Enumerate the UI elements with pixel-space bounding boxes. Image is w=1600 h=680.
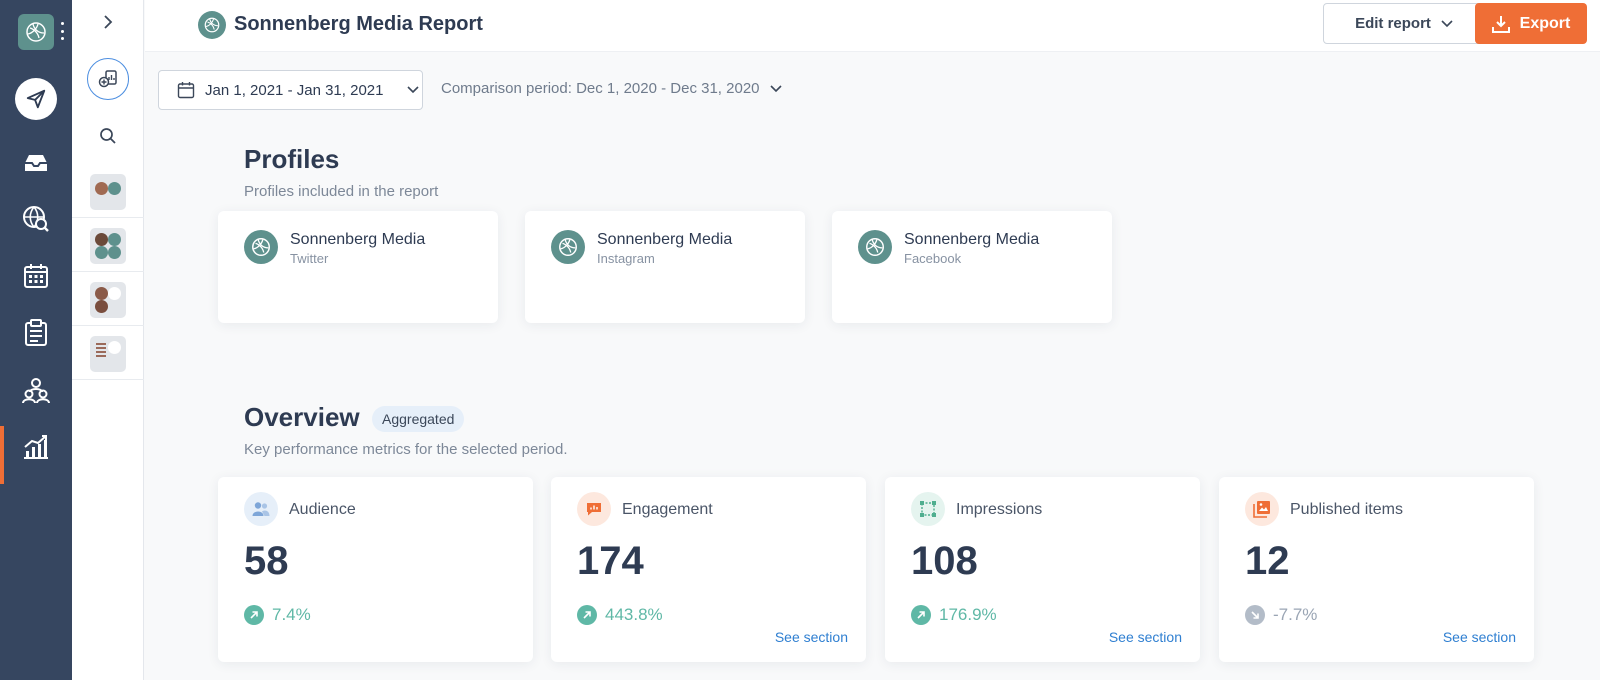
metric-value: 12	[1245, 539, 1290, 583]
metric-value: 108	[911, 539, 978, 583]
report-thumbnail	[90, 174, 126, 210]
metric-label: Engagement	[622, 501, 713, 518]
overview-subtitle: Key performance metrics for the selected…	[244, 441, 568, 458]
export-label: Export	[1519, 14, 1571, 32]
profile-network: Instagram	[597, 251, 655, 266]
profile-card-instagram[interactable]: Sonnenberg Media Instagram	[525, 211, 805, 323]
comparison-period-selector[interactable]: Comparison period: Dec 1, 2020 - Dec 31,…	[441, 80, 782, 97]
metric-card-impressions: Impressions 108 176.9% See section	[885, 477, 1200, 662]
metric-label: Impressions	[956, 501, 1043, 518]
profile-avatar	[244, 230, 278, 264]
see-section-link[interactable]: See section	[774, 629, 848, 645]
team-icon[interactable]	[21, 375, 51, 405]
metric-change-value: 7.4%	[272, 605, 311, 624]
compose-icon[interactable]	[15, 78, 57, 120]
calendar-icon[interactable]	[21, 261, 51, 291]
inbox-icon[interactable]	[21, 148, 51, 178]
metric-change: 176.9%	[911, 605, 997, 625]
metric-change: 7.4%	[244, 605, 311, 625]
report-list-item[interactable]	[72, 164, 144, 218]
profile-name: Sonnenberg Media	[904, 231, 1040, 248]
audience-icon	[244, 492, 278, 526]
metric-change: 443.8%	[577, 605, 663, 625]
metric-value: 174	[577, 539, 644, 583]
trend-down-icon	[1245, 605, 1265, 625]
main-nav-rail	[0, 0, 72, 680]
metric-change-value: 176.9%	[939, 605, 997, 624]
active-nav-indicator	[0, 426, 4, 484]
metric-change-value: -7.7%	[1273, 605, 1318, 624]
trend-up-icon	[244, 605, 264, 625]
report-list-item[interactable]	[72, 272, 144, 326]
profile-name: Sonnenberg Media	[290, 231, 426, 248]
calendar-icon	[177, 82, 195, 99]
trend-up-icon	[911, 605, 931, 625]
impressions-icon	[911, 492, 945, 526]
profile-network: Twitter	[290, 251, 329, 266]
aggregated-badge: Aggregated	[372, 406, 465, 432]
report-list-item[interactable]	[72, 326, 144, 380]
metric-card-published-items: Published items 12 -7.7% See section	[1219, 477, 1534, 662]
expand-panel-icon[interactable]	[98, 12, 118, 32]
add-report-button[interactable]	[87, 58, 129, 100]
edit-report-label: Edit report	[1355, 15, 1431, 32]
listening-icon[interactable]	[21, 204, 51, 234]
metric-label: Audience	[289, 501, 356, 518]
trend-up-icon	[577, 605, 597, 625]
report-thumbnail	[90, 228, 126, 264]
published-items-icon	[1245, 492, 1279, 526]
see-section-link[interactable]: See section	[1442, 629, 1516, 645]
see-section-link[interactable]: See section	[1108, 629, 1182, 645]
chevron-down-icon	[769, 84, 782, 92]
metric-change-value: 443.8%	[605, 605, 663, 624]
report-list-panel	[72, 0, 144, 680]
metric-label: Published items	[1290, 501, 1403, 518]
brand-logo-icon	[198, 11, 226, 39]
export-button[interactable]: Export	[1475, 3, 1587, 44]
date-range-value: Jan 1, 2021 - Jan 31, 2021	[205, 81, 384, 99]
metric-change: -7.7%	[1245, 605, 1317, 625]
profile-card-facebook[interactable]: Sonnenberg Media Facebook	[832, 211, 1112, 323]
profile-card-twitter[interactable]: Sonnenberg Media Twitter	[218, 211, 498, 323]
edit-report-button[interactable]: Edit report	[1323, 3, 1485, 44]
download-icon	[1491, 15, 1510, 33]
metric-card-engagement: Engagement 174 443.8% See section	[551, 477, 866, 662]
more-options-icon[interactable]	[60, 22, 64, 40]
profile-network: Facebook	[904, 251, 962, 266]
metric-value: 58	[244, 539, 289, 583]
comparison-period-value: Comparison period: Dec 1, 2020 - Dec 31,…	[441, 80, 760, 97]
profile-avatar	[858, 230, 892, 264]
page-title: Sonnenberg Media Report	[234, 13, 483, 35]
date-range-picker[interactable]: Jan 1, 2021 - Jan 31, 2021	[158, 70, 423, 110]
reports-icon[interactable]	[21, 432, 51, 462]
report-thumbnail	[90, 282, 126, 318]
profile-avatar	[551, 230, 585, 264]
report-list-item[interactable]	[72, 218, 144, 272]
profiles-subtitle: Profiles included in the report	[244, 183, 439, 200]
overview-title: Overview	[244, 402, 360, 432]
engagement-icon	[577, 492, 611, 526]
report-thumbnail	[90, 336, 126, 372]
metric-card-audience: Audience 58 7.4%	[218, 477, 533, 662]
app-logo-icon[interactable]	[18, 14, 54, 50]
tasks-icon[interactable]	[21, 318, 51, 348]
profiles-title: Profiles	[244, 144, 340, 174]
report-header: Sonnenberg Media Report Edit report Expo…	[145, 0, 1600, 52]
chevron-down-icon	[407, 86, 420, 94]
search-icon[interactable]	[96, 124, 120, 148]
chevron-down-icon	[1441, 19, 1453, 27]
profile-name: Sonnenberg Media	[597, 231, 733, 248]
